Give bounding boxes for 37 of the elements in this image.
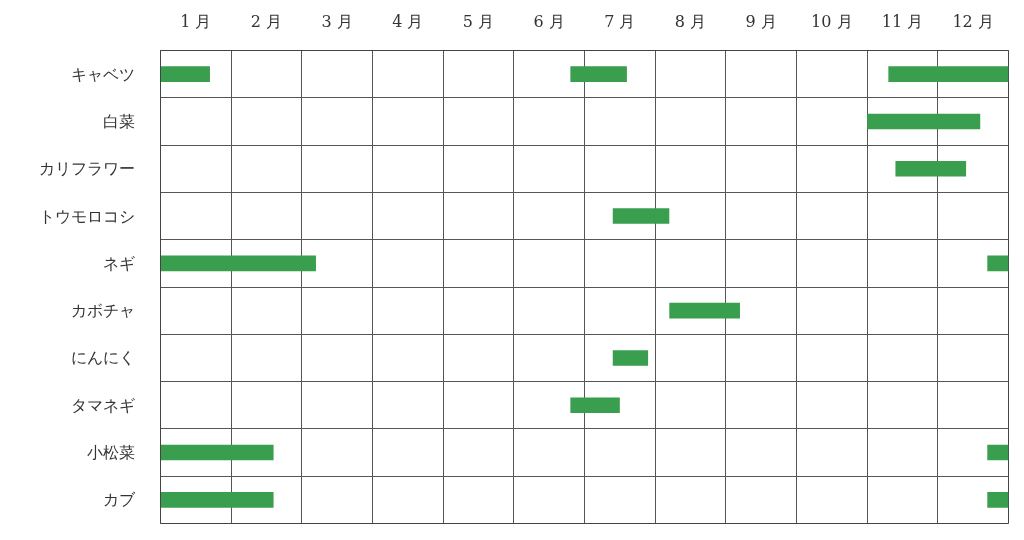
- x-tick-label: 6 月: [533, 11, 565, 31]
- y-tick-label: にんにく: [70, 348, 135, 368]
- x-tick-label: 3 月: [321, 11, 353, 31]
- y-tick-label: カリフラワー: [38, 159, 135, 179]
- y-tick-label: 小松菜: [86, 443, 135, 463]
- y-tick-label: カボチャ: [70, 301, 135, 321]
- x-tick-label: 4 月: [392, 11, 424, 31]
- bar: [612, 208, 670, 224]
- bar: [570, 397, 620, 414]
- bar: [160, 444, 274, 461]
- bar: [888, 66, 1009, 82]
- bar: [867, 113, 981, 130]
- bar: [987, 255, 1009, 272]
- x-tick-label: 8 月: [674, 11, 707, 31]
- bar: [160, 492, 274, 508]
- y-tick-label: タマネギ: [70, 395, 135, 415]
- bar: [987, 492, 1009, 508]
- x-tick-label: 9 月: [745, 11, 777, 31]
- bar: [987, 444, 1009, 461]
- y-tick-label: ネギ: [102, 253, 135, 273]
- x-tick-label: 10 月: [811, 11, 853, 31]
- y-tick-label: トウモロコシ: [38, 206, 135, 226]
- bar: [160, 66, 210, 82]
- x-tick-label: 1 月: [180, 11, 212, 31]
- bar: [570, 66, 627, 82]
- bar: [669, 302, 740, 319]
- bar: [160, 255, 316, 272]
- x-tick-label: 12 月: [952, 11, 994, 31]
- x-tick-label: 11 月: [881, 11, 924, 31]
- x-tick-label: 7 月: [604, 11, 636, 31]
- x-tick-label: 5 月: [462, 11, 495, 31]
- y-tick-label: 白菜: [102, 111, 135, 131]
- bar: [612, 350, 649, 366]
- y-tick-label: カブ: [102, 490, 136, 510]
- x-tick-label: 2 月: [250, 11, 283, 31]
- y-tick-label: キャベツ: [70, 64, 135, 84]
- bar: [895, 160, 967, 177]
